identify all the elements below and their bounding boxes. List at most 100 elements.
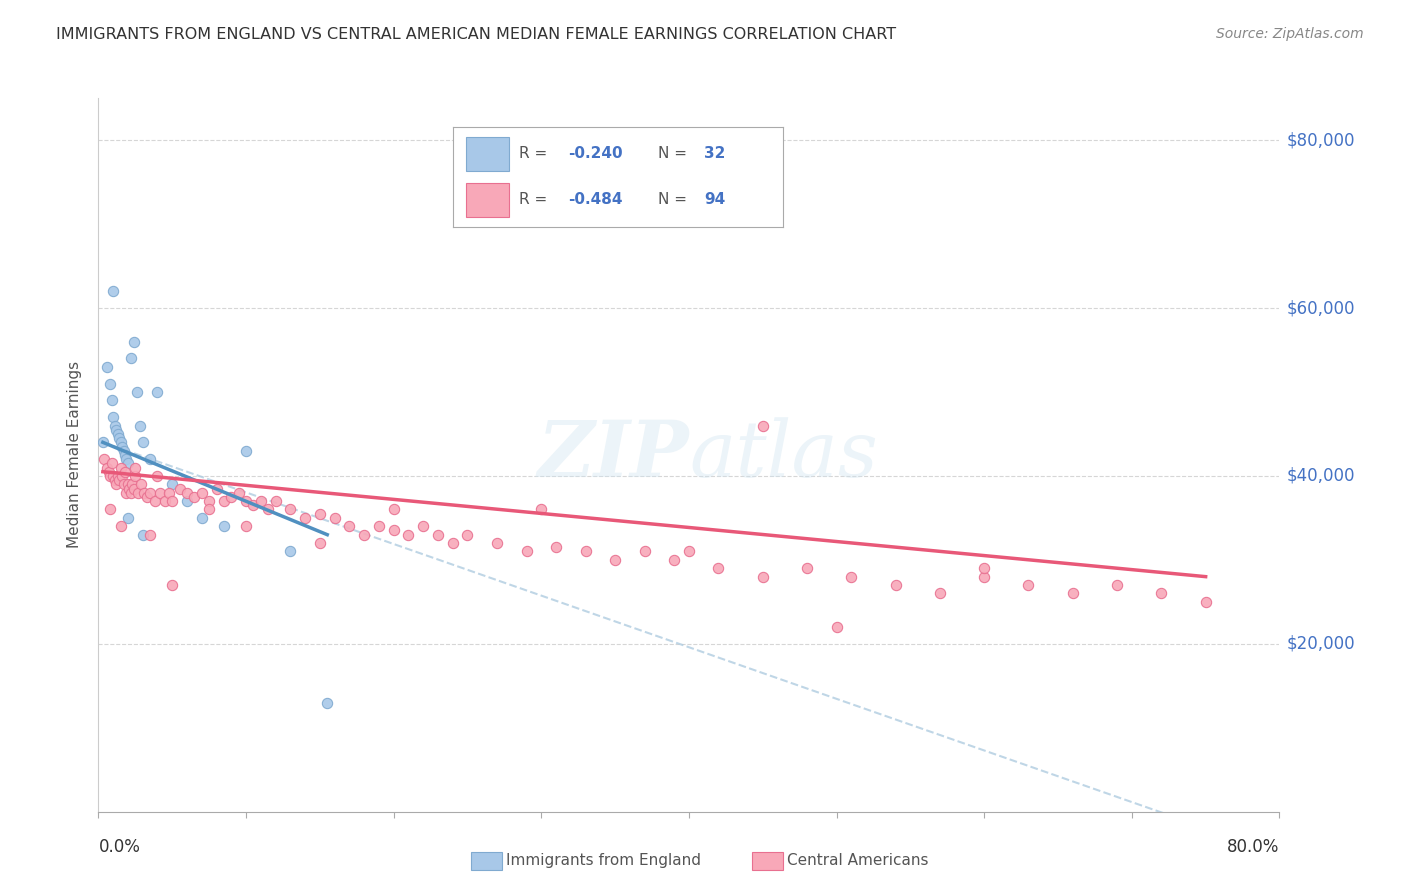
Point <box>205 482 228 496</box>
Point <box>1195 595 1218 609</box>
Point <box>250 494 273 508</box>
Point <box>139 452 162 467</box>
Point <box>105 477 128 491</box>
Point <box>198 502 221 516</box>
Text: $60,000: $60,000 <box>1286 299 1355 317</box>
Point <box>839 569 862 583</box>
Point <box>309 507 332 521</box>
Point <box>108 473 131 487</box>
Text: 0.0%: 0.0% <box>98 838 141 856</box>
Point <box>751 569 773 583</box>
Point <box>264 494 287 508</box>
Text: $40,000: $40,000 <box>1286 467 1355 485</box>
Point <box>928 586 950 600</box>
Point <box>212 494 235 508</box>
Point <box>1062 586 1084 600</box>
Point <box>219 490 242 504</box>
Point <box>125 384 148 399</box>
Point <box>157 485 180 500</box>
Point <box>337 519 360 533</box>
Point <box>112 477 135 491</box>
Point <box>124 460 146 475</box>
Point <box>124 469 146 483</box>
Point <box>412 519 434 533</box>
Point <box>162 477 183 491</box>
Point <box>294 511 316 525</box>
Point <box>323 511 346 525</box>
Point <box>169 482 191 496</box>
Point <box>212 519 235 533</box>
Point <box>544 541 567 555</box>
Point <box>108 431 131 445</box>
Point <box>235 443 257 458</box>
Point <box>530 502 553 516</box>
Point <box>120 485 142 500</box>
Point <box>1017 578 1039 592</box>
Y-axis label: Median Female Earnings: Median Female Earnings <box>67 361 83 549</box>
Point <box>117 477 139 491</box>
Point <box>134 485 156 500</box>
Point <box>96 359 118 374</box>
Point <box>114 465 136 479</box>
Point <box>98 469 121 483</box>
Point <box>353 527 375 541</box>
Point <box>664 553 686 567</box>
Point <box>115 485 138 500</box>
Point <box>257 502 280 516</box>
Point <box>751 418 773 433</box>
Point <box>103 469 125 483</box>
Point <box>107 469 129 483</box>
Point <box>396 527 419 541</box>
Text: $20,000: $20,000 <box>1286 635 1355 653</box>
Point <box>132 435 155 450</box>
Point <box>105 423 128 437</box>
Text: Central Americans: Central Americans <box>787 854 929 868</box>
Point <box>242 498 264 512</box>
Point <box>91 435 114 450</box>
Point <box>110 519 132 533</box>
Point <box>278 502 302 516</box>
Point <box>146 469 169 483</box>
Point <box>515 544 537 558</box>
Point <box>118 482 141 496</box>
Point <box>120 351 142 366</box>
Point <box>103 410 125 425</box>
Point <box>127 485 149 500</box>
Text: Source: ZipAtlas.com: Source: ZipAtlas.com <box>1216 27 1364 41</box>
Point <box>707 561 730 575</box>
Point <box>110 435 132 450</box>
Point <box>235 519 257 533</box>
Point <box>316 696 339 710</box>
Point <box>98 502 121 516</box>
Text: atlas: atlas <box>689 417 877 493</box>
Point <box>139 485 162 500</box>
Point <box>136 490 159 504</box>
Point <box>115 452 138 467</box>
Point <box>235 494 257 508</box>
Point <box>427 527 450 541</box>
Point <box>382 524 405 538</box>
Point <box>146 384 169 399</box>
Point <box>382 502 405 516</box>
Point <box>100 393 122 408</box>
Point <box>456 527 478 541</box>
Point <box>104 418 127 433</box>
Point <box>678 544 700 558</box>
Point <box>633 544 655 558</box>
Point <box>796 561 818 575</box>
Point <box>176 494 198 508</box>
Point <box>143 494 166 508</box>
Point <box>139 527 162 541</box>
Point <box>129 477 152 491</box>
Point <box>132 527 155 541</box>
Text: Immigrants from England: Immigrants from England <box>506 854 702 868</box>
Point <box>100 456 122 470</box>
Point <box>153 494 176 508</box>
Point <box>103 284 125 298</box>
Point <box>149 485 172 500</box>
Point <box>114 448 136 462</box>
Point <box>122 334 145 349</box>
Point <box>128 418 150 433</box>
Point <box>98 376 121 391</box>
Point <box>104 473 127 487</box>
